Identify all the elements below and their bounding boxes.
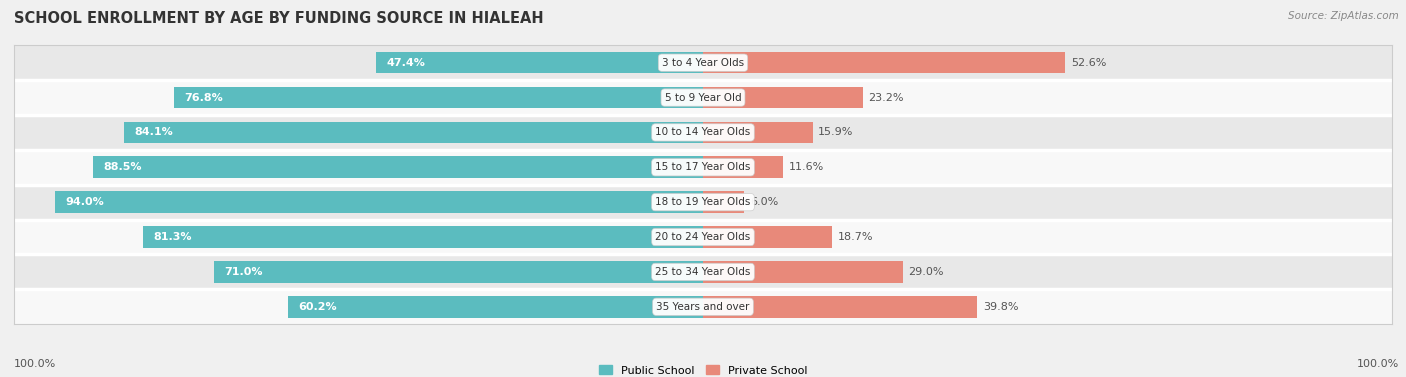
Bar	[703, 87, 863, 108]
Bar	[703, 156, 783, 178]
Text: 94.0%: 94.0%	[66, 197, 104, 207]
Text: 60.2%: 60.2%	[298, 302, 337, 312]
Bar	[703, 192, 744, 213]
Bar	[55, 192, 703, 213]
Text: 10 to 14 Year Olds: 10 to 14 Year Olds	[655, 127, 751, 138]
Text: 11.6%: 11.6%	[789, 162, 824, 172]
Text: 3 to 4 Year Olds: 3 to 4 Year Olds	[662, 58, 744, 68]
Text: 52.6%: 52.6%	[1071, 58, 1107, 68]
Bar	[703, 296, 977, 317]
Text: 18 to 19 Year Olds: 18 to 19 Year Olds	[655, 197, 751, 207]
Bar	[174, 87, 703, 108]
Text: 15.9%: 15.9%	[818, 127, 853, 138]
Bar	[14, 290, 1392, 324]
Bar	[14, 45, 1392, 80]
Text: 88.5%: 88.5%	[104, 162, 142, 172]
Text: 5 to 9 Year Old: 5 to 9 Year Old	[665, 92, 741, 103]
Bar	[124, 122, 703, 143]
Text: 100.0%: 100.0%	[14, 359, 56, 369]
Bar	[14, 219, 1392, 254]
Bar	[143, 226, 703, 248]
Text: 20 to 24 Year Olds: 20 to 24 Year Olds	[655, 232, 751, 242]
Bar	[703, 122, 813, 143]
Legend: Public School, Private School: Public School, Private School	[595, 361, 811, 377]
Bar	[93, 156, 703, 178]
Text: 25 to 34 Year Olds: 25 to 34 Year Olds	[655, 267, 751, 277]
Text: 100.0%: 100.0%	[1357, 359, 1399, 369]
Text: 15 to 17 Year Olds: 15 to 17 Year Olds	[655, 162, 751, 172]
Text: 71.0%: 71.0%	[224, 267, 263, 277]
Text: SCHOOL ENROLLMENT BY AGE BY FUNDING SOURCE IN HIALEAH: SCHOOL ENROLLMENT BY AGE BY FUNDING SOUR…	[14, 11, 544, 26]
Text: 6.0%: 6.0%	[749, 197, 778, 207]
Text: 81.3%: 81.3%	[153, 232, 191, 242]
Bar	[703, 226, 832, 248]
Text: 29.0%: 29.0%	[908, 267, 943, 277]
Bar	[703, 261, 903, 283]
Text: 84.1%: 84.1%	[134, 127, 173, 138]
Text: 39.8%: 39.8%	[983, 302, 1018, 312]
Bar	[703, 52, 1066, 74]
Bar	[14, 80, 1392, 115]
Bar	[377, 52, 703, 74]
Text: 47.4%: 47.4%	[387, 58, 426, 68]
Bar	[288, 296, 703, 317]
Text: 23.2%: 23.2%	[869, 92, 904, 103]
Text: 18.7%: 18.7%	[838, 232, 873, 242]
Text: 76.8%: 76.8%	[184, 92, 224, 103]
Text: 35 Years and over: 35 Years and over	[657, 302, 749, 312]
Bar	[14, 150, 1392, 185]
Bar	[214, 261, 703, 283]
Bar	[14, 185, 1392, 219]
Bar	[14, 115, 1392, 150]
Bar	[14, 254, 1392, 290]
Text: Source: ZipAtlas.com: Source: ZipAtlas.com	[1288, 11, 1399, 21]
